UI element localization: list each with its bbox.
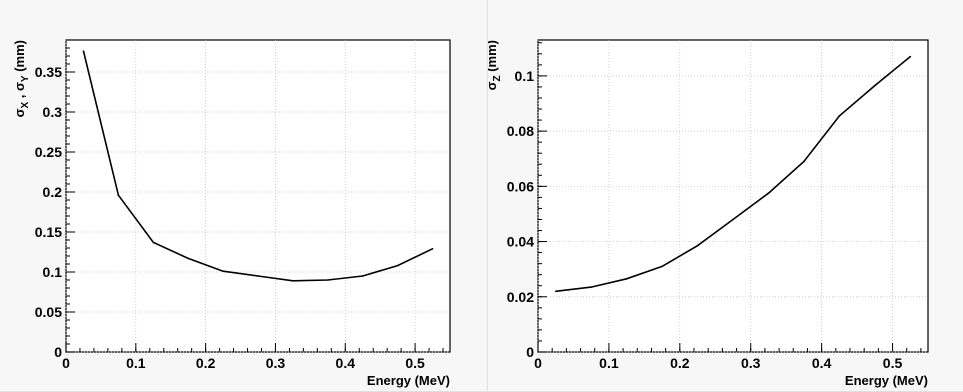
data-point	[396, 264, 399, 267]
x-tick-label: 0.2	[670, 355, 690, 371]
y-axis-title-subscript: Y	[20, 75, 31, 82]
y-axis-title-subscript: Z	[492, 75, 503, 81]
chart-panel-sigma-xy: 0 0.1 0.2 0.3 0.4 0.5 0 0.05 0.1 0.15 0.2 0.25 0.3 0.…	[0, 0, 488, 392]
y-axis-title: σX , σY (mm)	[12, 40, 31, 117]
data-point	[803, 160, 805, 163]
data-point	[327, 279, 329, 281]
data-point	[82, 50, 85, 52]
x-tick-label: 0.3	[741, 355, 761, 371]
chart-sigma-z: 0 0.1 0.2 0.3 0.4 0.5 0 0.02 0.04 0.06 0.08 0.1 Ener…	[488, 39, 929, 388]
y-tick-label: 0.02	[507, 289, 534, 305]
y-axis-title-part: (mm)	[12, 40, 27, 75]
x-tick-label: 0	[62, 355, 70, 371]
x-tick-label: 0.4	[336, 355, 356, 371]
chart-sigma-xy: 0 0.1 0.2 0.3 0.4 0.5 0 0.05 0.1 0.15 0.2 0.25 0.3 0.…	[12, 39, 451, 388]
data-point	[117, 194, 120, 196]
data-point	[257, 275, 259, 277]
y-axis-title-part: σ	[12, 108, 27, 117]
y-axis-title: σZ (mm)	[488, 40, 503, 90]
data-point	[152, 241, 155, 244]
y-tick-label: 0.25	[35, 144, 62, 160]
x-tick-label: 0.5	[405, 355, 425, 371]
data-point	[431, 248, 434, 250]
data-point	[696, 244, 699, 247]
y-tick-label: 0.35	[35, 64, 62, 80]
x-axis-title: Energy (MeV)	[845, 373, 928, 388]
data-point	[838, 115, 841, 117]
x-axis-title: Energy (MeV)	[367, 373, 450, 388]
y-tick-label: 0.06	[507, 178, 534, 194]
y-axis-title-part: (mm)	[488, 40, 499, 75]
y-tick-label: 0.04	[507, 234, 534, 250]
data-point	[767, 192, 770, 195]
data-point	[361, 275, 364, 277]
y-axis-title-part: ,	[12, 91, 27, 102]
plot-area	[65, 39, 451, 353]
data-point	[222, 270, 224, 273]
y-axis-title-part: σ	[488, 81, 499, 90]
y-axis-title-part: σ	[12, 82, 27, 91]
data-point	[732, 218, 734, 221]
data-point	[625, 278, 628, 280]
x-tick-label: 0.4	[812, 355, 832, 371]
x-tick-label: 0.5	[883, 355, 903, 371]
x-tick-label: 0.1	[599, 355, 619, 371]
y-tick-label: 0.05	[35, 304, 62, 320]
chart-panel-sigma-z: 0 0.1 0.2 0.3 0.4 0.5 0 0.02 0.04 0.06 0.08 0.1 Ener…	[488, 0, 963, 392]
y-axis-title-subscript: X	[20, 101, 31, 108]
y-tick-label: 0.2	[43, 184, 63, 200]
data-point	[874, 84, 876, 87]
data-point	[187, 257, 189, 260]
y-tick-label: 0	[526, 344, 534, 360]
y-tick-label: 0.15	[35, 224, 62, 240]
data-point	[554, 290, 557, 293]
y-tick-label: 0.08	[507, 123, 534, 139]
data-point	[909, 55, 912, 58]
x-tick-label: 0.2	[196, 355, 216, 371]
data-point	[661, 265, 663, 268]
plot-area	[537, 39, 929, 353]
y-tick-label: 0.3	[43, 104, 63, 120]
y-tick-label: 0.1	[43, 264, 63, 280]
x-tick-label: 0.1	[126, 355, 146, 371]
x-tick-label: 0.3	[266, 355, 286, 371]
data-point	[292, 280, 294, 282]
data-point	[590, 286, 592, 288]
y-tick-label: 0	[54, 344, 62, 360]
x-tick-label: 0	[534, 355, 542, 371]
y-tick-label: 0.1	[515, 68, 535, 84]
